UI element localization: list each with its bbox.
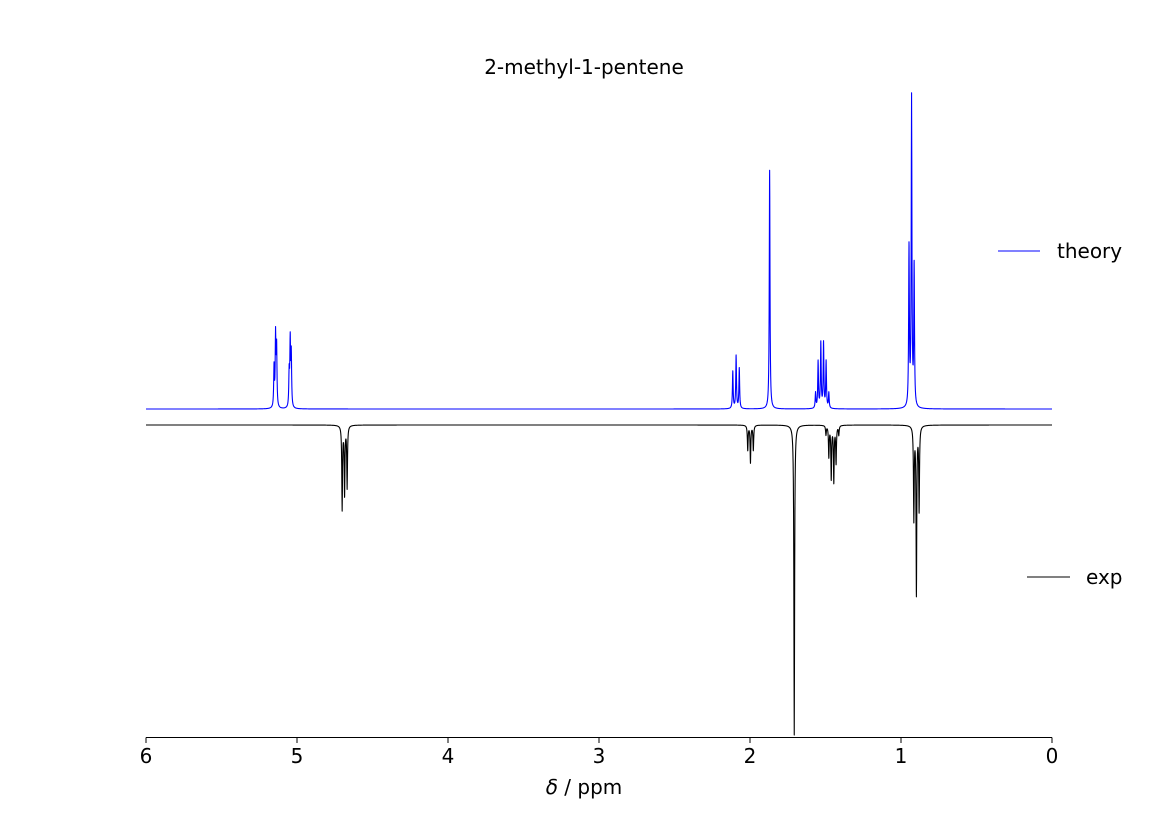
legend-item-theory: theory [998, 239, 1122, 263]
series-line-theory [145, 92, 1053, 410]
x-tick-label: 1 [895, 744, 908, 768]
legend-label-theory: theory [1057, 239, 1122, 263]
x-axis-label-symbol: δ [546, 775, 558, 799]
legend: theory exp [998, 239, 1122, 589]
legend-label-exp: exp [1086, 565, 1122, 589]
x-tick-label: 5 [291, 744, 304, 768]
x-tick-label: 4 [442, 744, 455, 768]
x-tick-label: 2 [744, 744, 757, 768]
x-axis-label: δ / ppm [546, 775, 623, 799]
x-tick-label: 6 [140, 744, 153, 768]
x-axis-ticks: 6 5 4 3 2 1 0 [140, 737, 1059, 768]
spectra-layer [145, 92, 1053, 736]
chart-title: 2-methyl-1-pentene [484, 55, 684, 79]
x-tick-label: 3 [593, 744, 606, 768]
series-line-exp [145, 424, 1053, 736]
x-tick-label: 0 [1046, 744, 1059, 768]
legend-item-exp: exp [1027, 565, 1122, 589]
x-axis-label-unit: / ppm [558, 775, 622, 799]
